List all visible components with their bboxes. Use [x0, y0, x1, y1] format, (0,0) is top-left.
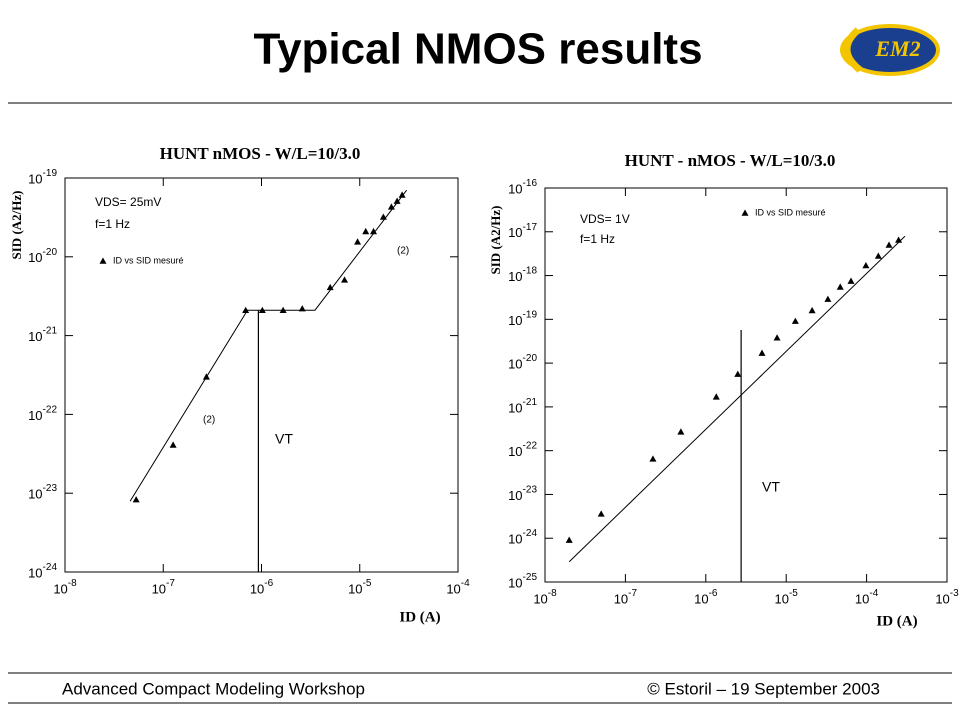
y-tick-label: 10-16	[508, 178, 537, 197]
y-tick-label: 10-19	[28, 168, 57, 187]
condition-label: VDS= 1V	[580, 212, 630, 226]
slide-title: Typical NMOS results	[253, 25, 702, 74]
chart-title: HUNT - nMOS - W/L=10/3.0	[625, 151, 836, 170]
x-tick-label: 10-7	[614, 588, 638, 607]
y-tick-label: 10-23	[508, 484, 537, 503]
x-axis-label: ID (A)	[399, 609, 440, 625]
footer-right: © Estoril – 19 September 2003	[647, 679, 880, 698]
y-tick-label: 10-23	[28, 483, 57, 502]
data-point	[791, 317, 799, 324]
data-point	[169, 441, 177, 448]
footer-left: Advanced Compact Modeling Workshop	[62, 679, 365, 698]
fit-line	[129, 189, 408, 502]
y-tick-label: 10-24	[28, 562, 57, 581]
data-point	[242, 306, 250, 314]
logo: EM2	[840, 24, 940, 76]
y-tick-label: 10-21	[508, 397, 537, 416]
data-point	[393, 197, 401, 204]
y-tick-label: 10-21	[28, 325, 57, 344]
data-point	[712, 393, 720, 400]
x-tick-label: 10-8	[53, 578, 77, 597]
x-axis-label: ID (A)	[876, 613, 917, 629]
logo-text: EM2	[874, 36, 920, 61]
y-tick-label: 10-19	[508, 309, 537, 328]
data-point	[677, 428, 685, 435]
data-point	[369, 227, 377, 235]
condition-label: VDS= 25mV	[95, 195, 161, 209]
legend-symbol	[99, 257, 107, 264]
data-point	[824, 295, 832, 302]
data-point	[341, 276, 349, 283]
data-point	[398, 191, 406, 198]
legend-label: ID vs SID mesuré	[755, 207, 826, 217]
slope-label: (2)	[203, 415, 215, 426]
x-tick-label: 10-7	[152, 578, 176, 597]
data-point	[649, 455, 657, 462]
legend-label: ID vs SID mesuré	[113, 255, 184, 265]
y-tick-label: 10-24	[508, 528, 537, 547]
data-point	[354, 238, 362, 245]
y-tick-label: 10-25	[508, 572, 537, 591]
y-axis-label: SID (A2/Hz)	[488, 206, 503, 275]
x-tick-label: 10-3	[935, 588, 959, 607]
data-point	[258, 306, 266, 314]
condition-label: f=1 Hz	[580, 232, 615, 246]
data-point	[895, 236, 903, 243]
fit-line	[568, 235, 906, 563]
chart-title: HUNT nMOS - W/L=10/3.0	[160, 144, 361, 163]
plot-frame	[544, 187, 948, 583]
x-tick-label: 10-4	[855, 588, 879, 607]
data-point	[298, 305, 306, 312]
slope-label: (2)	[397, 246, 409, 257]
data-point	[847, 277, 855, 284]
legend-symbol	[741, 209, 749, 216]
data-point	[773, 334, 781, 341]
plot-frame	[64, 177, 459, 573]
data-point	[326, 283, 334, 291]
x-tick-label: 10-5	[775, 588, 799, 607]
logo-swoosh	[843, 27, 863, 73]
vt-label: VT	[762, 479, 780, 495]
data-point	[202, 373, 210, 380]
data-point	[862, 261, 870, 269]
data-point	[874, 252, 882, 259]
data-point	[808, 306, 816, 314]
x-tick-label: 10-4	[446, 578, 470, 597]
vt-label: VT	[275, 431, 293, 447]
data-point	[836, 283, 844, 290]
y-tick-label: 10-22	[28, 404, 57, 423]
x-tick-label: 10-8	[533, 588, 557, 607]
data-point	[565, 536, 573, 543]
data-point	[597, 510, 605, 517]
y-axis-label: SID (A2/Hz)	[9, 191, 24, 260]
y-tick-label: 10-22	[508, 440, 537, 459]
condition-label: f=1 Hz	[95, 217, 130, 231]
data-point	[132, 496, 140, 503]
y-tick-label: 10-20	[28, 246, 57, 265]
x-tick-label: 10-6	[694, 588, 718, 607]
data-point	[734, 370, 742, 377]
y-tick-label: 10-17	[508, 221, 537, 240]
data-point	[387, 203, 395, 210]
data-point	[279, 306, 287, 314]
y-tick-label: 10-18	[508, 265, 537, 284]
logo-shape	[840, 24, 940, 76]
data-point	[379, 213, 387, 220]
data-point	[362, 227, 370, 235]
x-tick-label: 10-5	[348, 578, 372, 597]
data-point	[758, 349, 766, 356]
y-tick-label: 10-20	[508, 353, 537, 372]
x-tick-label: 10-6	[250, 578, 274, 597]
data-point	[885, 241, 893, 248]
